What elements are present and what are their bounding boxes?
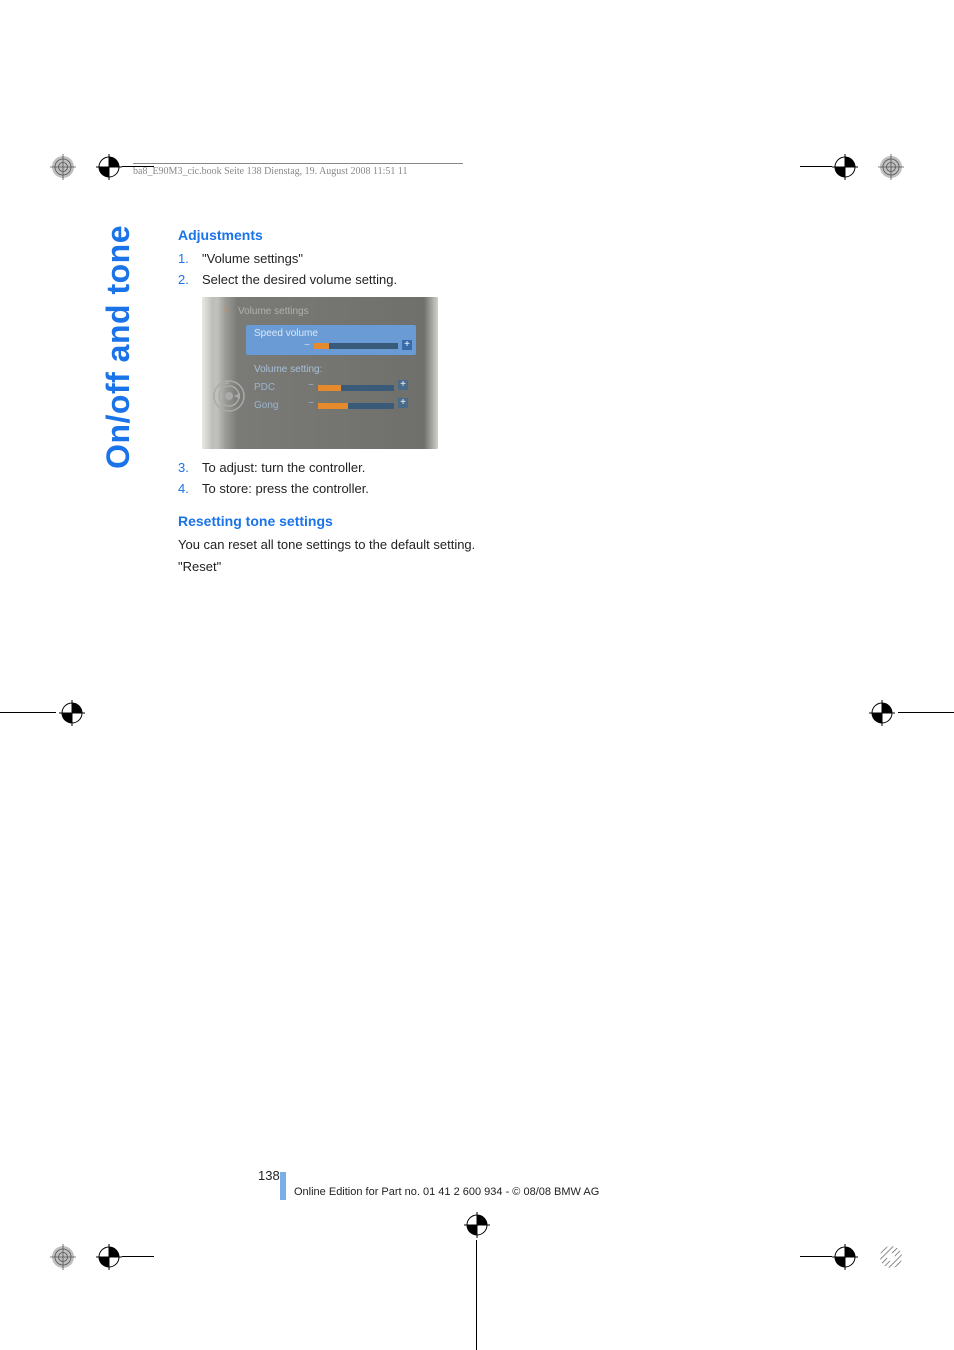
resetting-body: You can reset all tone settings to the d… xyxy=(178,536,478,554)
controller-knob-icon xyxy=(212,379,246,413)
regmark-tl xyxy=(50,154,130,194)
heading-resetting: Resetting tone settings xyxy=(178,512,478,532)
crop-line xyxy=(476,1240,477,1350)
page-number: 138 xyxy=(258,1168,280,1183)
row-label-gong: Gong xyxy=(254,399,278,413)
step-item: To adjust: turn the controller. xyxy=(178,459,478,477)
crop-line xyxy=(0,712,56,713)
header-meta: ba8_E90M3_cic.book Seite 138 Dienstag, 1… xyxy=(133,166,408,177)
step-item: Select the desired volume setting. xyxy=(178,271,478,289)
selected-row: Speed volume − + xyxy=(246,325,416,355)
selected-label: Speed volume xyxy=(254,327,318,341)
resetting-action: "Reset" xyxy=(178,558,478,576)
regmark-br xyxy=(824,1244,904,1284)
content: Adjustments "Volume settings" Select the… xyxy=(178,226,478,576)
row-label-pdc: PDC xyxy=(254,381,275,395)
step-item: "Volume settings" xyxy=(178,250,478,268)
header-rule xyxy=(133,163,463,164)
step-item: To store: press the controller. xyxy=(178,480,478,498)
section-label: On/off and tone xyxy=(100,225,137,469)
plus-icon: + xyxy=(398,380,408,390)
minus-icon: − xyxy=(306,399,316,409)
page-number-bar xyxy=(280,1172,286,1200)
screen-title: Volume settings xyxy=(238,305,309,319)
minus-icon: − xyxy=(306,381,316,391)
minus-icon: − xyxy=(302,341,312,351)
regmark-mr xyxy=(815,700,895,740)
regmark-tr xyxy=(824,154,904,194)
heading-adjustments: Adjustments xyxy=(178,226,478,246)
idrive-screenshot: ♪ Volume settings Speed volume − + Volum… xyxy=(202,297,438,449)
plus-icon: + xyxy=(402,340,412,350)
regmark-ml xyxy=(59,700,139,740)
steps-list-a: "Volume settings" Select the desired vol… xyxy=(178,250,478,289)
section-label-volume: Volume setting: xyxy=(254,363,322,377)
music-icon: ♪ xyxy=(224,304,229,318)
crop-line xyxy=(898,712,954,713)
regmark-bl xyxy=(50,1244,130,1284)
plus-icon: + xyxy=(398,398,408,408)
footer-text: Online Edition for Part no. 01 41 2 600 … xyxy=(294,1186,599,1198)
steps-list-b: To adjust: turn the controller. To store… xyxy=(178,459,478,498)
